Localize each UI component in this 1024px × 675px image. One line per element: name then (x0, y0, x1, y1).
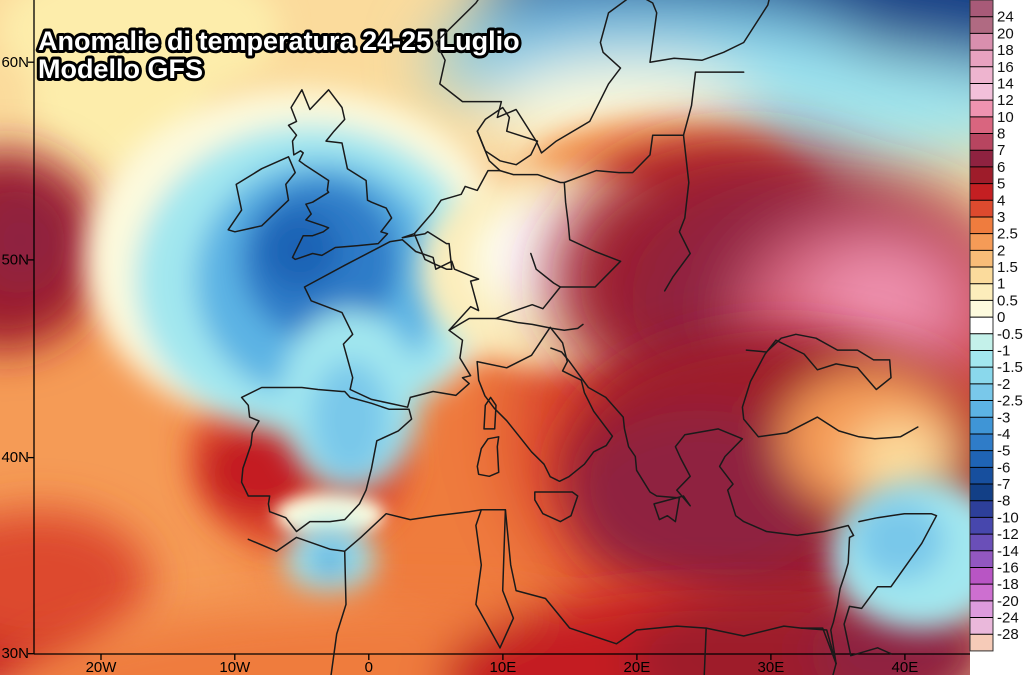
svg-text:-20: -20 (997, 593, 1019, 610)
svg-text:-28: -28 (997, 626, 1019, 643)
svg-text:2: 2 (997, 242, 1005, 259)
svg-text:-7: -7 (997, 476, 1010, 493)
svg-text:10W: 10W (219, 659, 251, 675)
svg-text:14: 14 (997, 75, 1014, 92)
svg-text:7: 7 (997, 142, 1005, 159)
svg-text:-24: -24 (997, 610, 1019, 627)
svg-text:10: 10 (997, 109, 1014, 126)
svg-text:20E: 20E (624, 659, 651, 675)
svg-text:5: 5 (997, 176, 1005, 193)
svg-text:18: 18 (997, 42, 1014, 59)
svg-text:40E: 40E (892, 659, 919, 675)
svg-text:24: 24 (997, 9, 1014, 26)
svg-text:20W: 20W (86, 659, 118, 675)
svg-text:30E: 30E (758, 659, 785, 675)
svg-text:0: 0 (997, 309, 1005, 326)
svg-text:0.5: 0.5 (997, 292, 1018, 309)
svg-text:3: 3 (997, 209, 1005, 226)
svg-text:-18: -18 (997, 576, 1019, 593)
svg-text:-6: -6 (997, 459, 1010, 476)
svg-text:30N: 30N (1, 645, 29, 662)
svg-text:-5: -5 (997, 443, 1010, 460)
svg-text:1.5: 1.5 (997, 259, 1018, 276)
svg-text:-2: -2 (997, 376, 1010, 393)
svg-text:-1: -1 (997, 342, 1010, 359)
svg-text:40N: 40N (1, 449, 29, 466)
svg-text:-10: -10 (997, 509, 1019, 526)
svg-text:6: 6 (997, 159, 1005, 176)
svg-text:12: 12 (997, 92, 1014, 109)
svg-text:-0.5: -0.5 (997, 326, 1023, 343)
svg-text:50N: 50N (1, 252, 29, 269)
svg-text:20: 20 (997, 25, 1014, 42)
svg-text:2.5: 2.5 (997, 226, 1018, 243)
svg-text:-1.5: -1.5 (997, 359, 1023, 376)
svg-text:4: 4 (997, 192, 1005, 209)
svg-text:0: 0 (365, 659, 373, 675)
svg-text:60N: 60N (1, 54, 29, 71)
svg-text:-12: -12 (997, 526, 1019, 543)
svg-text:-14: -14 (997, 543, 1019, 560)
svg-text:-4: -4 (997, 426, 1010, 443)
svg-text:-2.5: -2.5 (997, 393, 1023, 410)
svg-text:-3: -3 (997, 409, 1010, 426)
svg-text:-16: -16 (997, 559, 1019, 576)
svg-text:1: 1 (997, 276, 1005, 293)
svg-text:Modello GFS: Modello GFS (38, 54, 203, 84)
svg-text:-8: -8 (997, 493, 1010, 510)
svg-text:8: 8 (997, 126, 1005, 143)
svg-text:10E: 10E (490, 659, 517, 675)
svg-text:16: 16 (997, 59, 1014, 76)
